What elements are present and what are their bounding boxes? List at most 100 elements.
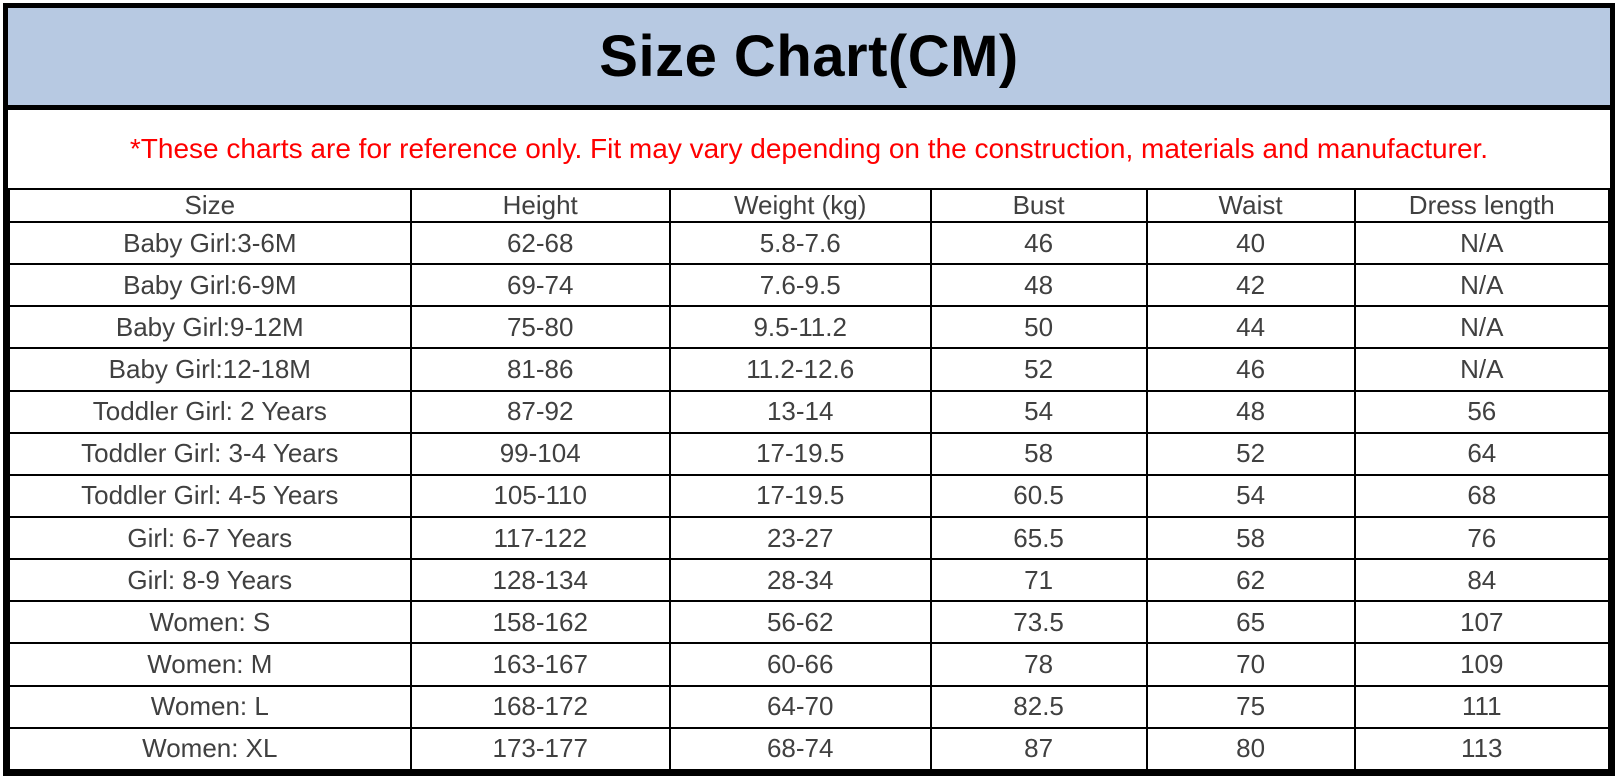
title-banner: Size Chart(CM): [8, 8, 1610, 110]
table-cell: 75: [1145, 684, 1356, 729]
table-row: Girl: 6-7 Years 117-122 23-27 65.5 58 76: [8, 515, 1611, 561]
table-cell: 78: [929, 642, 1148, 687]
table-cell: 46: [929, 220, 1148, 266]
table-row: Women: S 158-162 56-62 73.5 65 107: [8, 600, 1611, 645]
table-cell: 107: [1353, 600, 1611, 645]
table-cell: 64-70: [668, 684, 932, 729]
table-row: Toddler Girl: 4-5 Years 105-110 17-19.5 60.…: [8, 473, 1611, 518]
table-cell: Toddler Girl: 4-5 Years: [8, 473, 412, 518]
page-title: Size Chart(CM): [599, 24, 1019, 89]
table-cell: 82.5: [929, 684, 1148, 729]
table-cell: 52: [1145, 431, 1356, 476]
table-cell: 73.5: [929, 600, 1148, 645]
table-cell: 80: [1145, 726, 1356, 772]
table-row: Baby Girl:6-9M 69-74 7.6-9.5 48 42 N/A: [8, 263, 1611, 308]
table-row: Women: M 163-167 60-66 78 70 109: [8, 642, 1611, 687]
table-cell: 71: [929, 558, 1148, 603]
table-cell: 56: [1353, 389, 1611, 434]
table-cell: 128-134: [409, 558, 671, 603]
table-cell: N/A: [1353, 347, 1611, 392]
table-header-row: Size Height Weight (kg) Bust Waist Dress leng…: [8, 188, 1611, 223]
table-cell: 50: [929, 305, 1148, 350]
table-cell: 62: [1145, 558, 1356, 603]
table-row: Baby Girl:3-6M 62-68 5.8-7.6 46 40 N/A: [8, 220, 1611, 266]
table-cell: 13-14: [668, 389, 932, 434]
table-cell: 173-177: [409, 726, 671, 772]
table-cell: 58: [1145, 515, 1356, 561]
table-cell: Women: XL: [8, 726, 412, 772]
table-cell: 5.8-7.6: [668, 220, 932, 266]
table-cell: 60-66: [668, 642, 932, 687]
table-cell: 70: [1145, 642, 1356, 687]
table-row: Girl: 8-9 Years 128-134 28-34 71 62 84: [8, 558, 1611, 603]
table-cell: 99-104: [409, 431, 671, 476]
table-cell: 158-162: [409, 600, 671, 645]
table-cell: Girl: 6-7 Years: [8, 515, 412, 561]
table-cell: 56-62: [668, 600, 932, 645]
table-cell: 48: [929, 263, 1148, 308]
table-cell: N/A: [1353, 305, 1611, 350]
table-cell: 17-19.5: [668, 473, 932, 518]
table-cell: Baby Girl:9-12M: [8, 305, 412, 350]
table-cell: N/A: [1353, 263, 1611, 308]
disclaimer-bar: *These charts are for reference only. Fi…: [8, 110, 1610, 188]
table-cell: 11.2-12.6: [668, 347, 932, 392]
column-header: Size: [8, 188, 412, 223]
table-cell: Toddler Girl: 2 Years: [8, 389, 412, 434]
table-cell: Baby Girl:3-6M: [8, 220, 412, 266]
table-cell: 17-19.5: [668, 431, 932, 476]
table-row: Toddler Girl: 2 Years 87-92 13-14 54 48 56: [8, 389, 1611, 434]
size-table: Size Height Weight (kg) Bust Waist Dress leng…: [8, 188, 1611, 772]
table-row: Baby Girl:12-18M 81-86 11.2-12.6 52 46 N/A: [8, 347, 1611, 392]
column-header: Dress length: [1353, 188, 1611, 223]
table-cell: 117-122: [409, 515, 671, 561]
table-cell: Baby Girl:12-18M: [8, 347, 412, 392]
table-cell: Women: L: [8, 684, 412, 729]
table-cell: 109: [1353, 642, 1611, 687]
table-cell: 28-34: [668, 558, 932, 603]
column-header: Waist: [1145, 188, 1356, 223]
table-cell: 40: [1145, 220, 1356, 266]
table-cell: 58: [929, 431, 1148, 476]
table-cell: 65: [1145, 600, 1356, 645]
table-cell: 87: [929, 726, 1148, 772]
table-cell: Toddler Girl: 3-4 Years: [8, 431, 412, 476]
table-cell: 42: [1145, 263, 1356, 308]
table-cell: 111: [1353, 684, 1611, 729]
disclaimer-text: *These charts are for reference only. Fi…: [129, 133, 1489, 164]
table-row: Women: L 168-172 64-70 82.5 75 111: [8, 684, 1611, 729]
table-row: Women: XL 173-177 68-74 87 80 113: [8, 726, 1611, 772]
table-cell: 113: [1353, 726, 1611, 772]
table-cell: 46: [1145, 347, 1356, 392]
table-cell: N/A: [1353, 220, 1611, 266]
table-cell: 163-167: [409, 642, 671, 687]
table-cell: 9.5-11.2: [668, 305, 932, 350]
table-cell: 48: [1145, 389, 1356, 434]
table-cell: 168-172: [409, 684, 671, 729]
table-cell: 68-74: [668, 726, 932, 772]
table-cell: 54: [929, 389, 1148, 434]
table-cell: 87-92: [409, 389, 671, 434]
table-cell: 44: [1145, 305, 1356, 350]
table-row: Baby Girl:9-12M 75-80 9.5-11.2 50 44 N/A: [8, 305, 1611, 350]
table-cell: 84: [1353, 558, 1611, 603]
table-cell: 75-80: [409, 305, 671, 350]
table-cell: 76: [1353, 515, 1611, 561]
table-cell: 54: [1145, 473, 1356, 518]
table-cell: 62-68: [409, 220, 671, 266]
column-header: Weight (kg): [668, 188, 932, 223]
table-cell: Girl: 8-9 Years: [8, 558, 412, 603]
table-row: Toddler Girl: 3-4 Years 99-104 17-19.5 58 52…: [8, 431, 1611, 476]
table-cell: 7.6-9.5: [668, 263, 932, 308]
column-header: Bust: [929, 188, 1148, 223]
table-cell: Baby Girl:6-9M: [8, 263, 412, 308]
table-cell: 65.5: [929, 515, 1148, 561]
table-cell: 64: [1353, 431, 1611, 476]
table-cell: 69-74: [409, 263, 671, 308]
table-cell: 68: [1353, 473, 1611, 518]
table-cell: Women: S: [8, 600, 412, 645]
table-body: Baby Girl:3-6M 62-68 5.8-7.6 46 40 N/A Baby Gi…: [8, 220, 1611, 772]
column-header: Height: [409, 188, 671, 223]
table-cell: 52: [929, 347, 1148, 392]
table-cell: 105-110: [409, 473, 671, 518]
